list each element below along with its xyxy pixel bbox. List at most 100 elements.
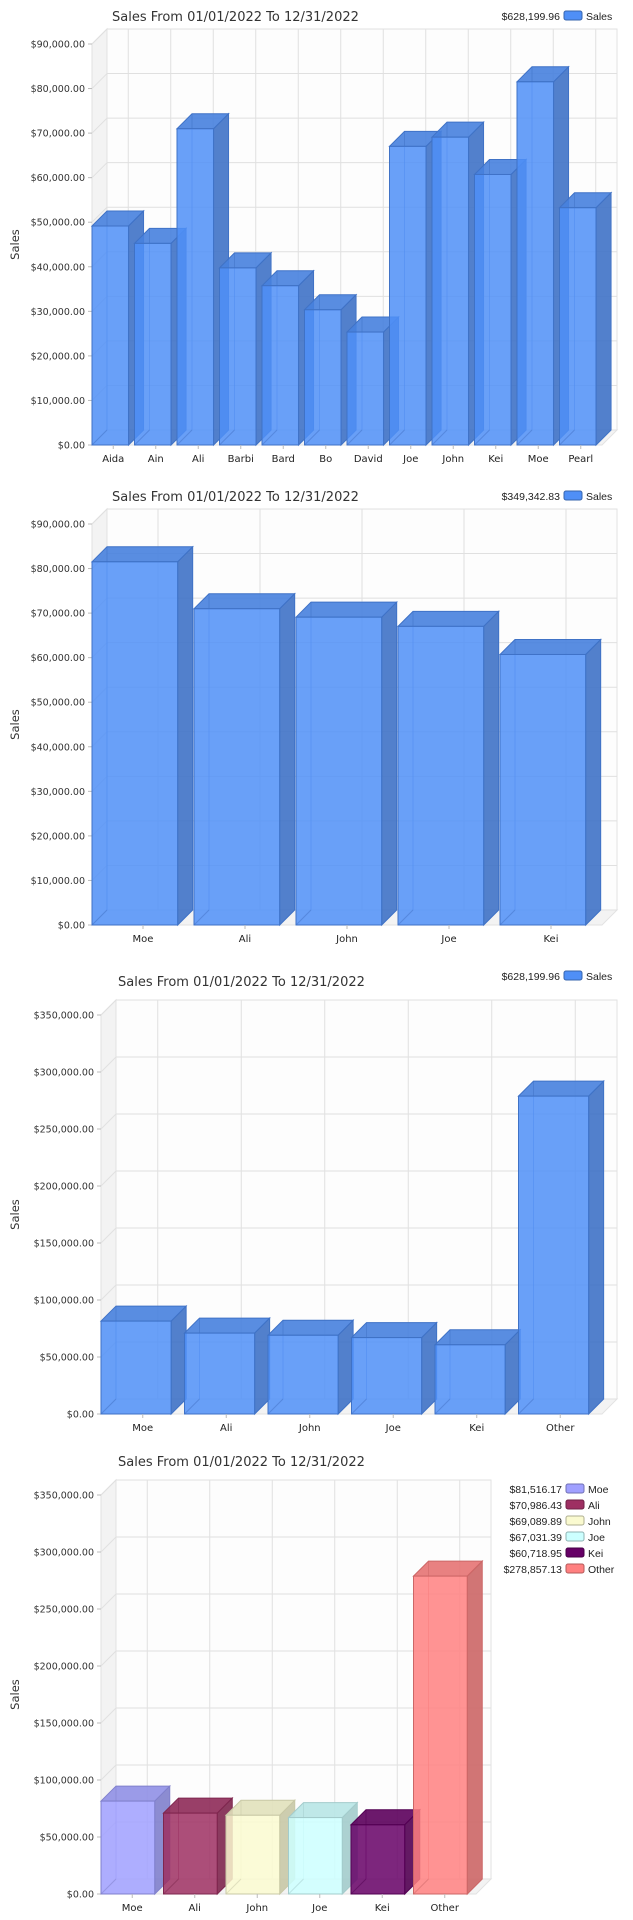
bar-other [412, 1559, 484, 1896]
legend-swatch [565, 1547, 585, 1558]
gridline-diagonal [100, 1170, 117, 1187]
bar-ali [162, 1796, 234, 1896]
y-tick-label: $20,000.00 [31, 831, 85, 842]
x-tick-label: Barbi [228, 454, 254, 465]
gridline-diagonal [91, 117, 108, 134]
y-tick-label: $0.00 [58, 441, 85, 452]
y-tick-label: $30,000.00 [31, 787, 85, 798]
x-tick-label: Bo [319, 454, 332, 465]
gridline-diagonal [100, 1764, 117, 1781]
x-tick-label: Kei [469, 1423, 484, 1434]
y-tick-label: $70,000.00 [31, 129, 85, 140]
y-tick-label: $50,000.00 [31, 218, 85, 229]
legend-item-john: $69,089.89 John [509, 1515, 611, 1528]
y-tick-label: $40,000.00 [31, 262, 85, 273]
bar-floor-edge [413, 1878, 429, 1895]
gridline-diagonal [100, 1227, 117, 1244]
legend-value: $628,199.96 [502, 971, 561, 983]
y-tick-label: $200,000.00 [34, 1182, 94, 1193]
legend-swatch [565, 1531, 585, 1542]
y-axis-label: Sales [8, 1199, 22, 1230]
legend-value: $67,031.39 [509, 1532, 562, 1544]
legend-value: $349,342.83 [502, 491, 561, 503]
gridline-diagonal [100, 1056, 117, 1073]
bar-kei [498, 638, 602, 927]
bar-ali [183, 1316, 271, 1416]
y-tick-label: $150,000.00 [34, 1719, 94, 1730]
bar-top-face [433, 1329, 522, 1346]
x-tick-label: Ali [220, 1423, 232, 1434]
legend-value: $69,089.89 [509, 1516, 562, 1528]
y-tick-label: $50,000.00 [40, 1833, 94, 1844]
x-tick-label: Moe [132, 1423, 153, 1434]
chart-1-svg: $0.00 $10,000.00 $20,000.00 $30,000.00 $40,0… [8, 10, 619, 465]
bar-floor-edge [267, 1398, 284, 1415]
x-tick-label: Ali [189, 1903, 201, 1914]
bar-floor-edge [100, 1878, 117, 1895]
y-tick-label: $0.00 [67, 1890, 94, 1901]
bar-front-face [516, 81, 555, 446]
bar-floor-edge [431, 429, 448, 446]
bar-front-face [499, 653, 587, 926]
bar-floor-edge [516, 429, 533, 446]
bar-floor-edge [304, 429, 320, 446]
bar-floor-edge [91, 429, 108, 446]
chart-3: $0.00 $50,000.00 $100,000.00 $150,000.00 $20… [0, 960, 633, 1440]
bar-front-face [397, 625, 485, 926]
gridline-diagonal [100, 1479, 117, 1496]
legend-name: Joe [588, 1532, 605, 1544]
gridline-diagonal [91, 162, 108, 179]
bar-front-face [431, 136, 470, 446]
x-tick-label: Ain [148, 454, 164, 465]
x-tick-label: Ali [239, 934, 251, 945]
x-tick-label: Joe [402, 454, 418, 465]
x-tick-label: Other [431, 1903, 460, 1914]
bar-side-face [421, 1321, 438, 1416]
bar-front-face [193, 608, 281, 926]
bar-floor-edge [346, 429, 363, 446]
chart-title: Sales From 01/01/2022 To 12/31/2022 [118, 975, 365, 990]
bar-front-face [267, 1334, 339, 1415]
y-tick-label: $0.00 [58, 921, 85, 932]
y-tick-label: $350,000.00 [34, 1491, 94, 1502]
x-tick-label: Other [546, 1423, 575, 1434]
chart-1: $0.00 $10,000.00 $20,000.00 $30,000.00 $40,0… [0, 0, 633, 480]
bar-floor-edge [176, 429, 193, 446]
chart-3-svg: $0.00 $50,000.00 $100,000.00 $150,000.00 $20… [8, 970, 619, 1434]
y-axis-label: Sales [8, 709, 22, 740]
bar-floor-edge [91, 909, 108, 926]
chart-4: $0.00 $50,000.00 $100,000.00 $150,000.00 $20… [0, 1440, 633, 1920]
y-tick-label: $300,000.00 [34, 1068, 94, 1079]
bar-moe [90, 545, 194, 927]
legend-swatch [565, 1563, 585, 1574]
y-tick-label: $350,000.00 [34, 1011, 94, 1022]
bar-front-face [304, 309, 342, 446]
y-tick-label: $90,000.00 [31, 520, 85, 531]
chart-title: Sales From 01/01/2022 To 12/31/2022 [112, 10, 359, 25]
bar-floor-edge [518, 1398, 534, 1415]
y-tick-label: $80,000.00 [31, 564, 85, 575]
legend-swatch [563, 970, 583, 981]
legend-item-ali: $70,986.43 Ali [509, 1499, 600, 1512]
bar-floor-edge [261, 429, 278, 446]
bar-side-face [381, 600, 398, 927]
bar-floor-edge [100, 1398, 117, 1415]
legend-swatch [565, 1499, 585, 1510]
bar-floor-edge [134, 429, 150, 446]
x-tick-label: Moe [528, 454, 549, 465]
bar-front-face [184, 1332, 256, 1415]
bar-floor-edge [184, 1398, 200, 1415]
y-tick-label: $250,000.00 [34, 1125, 94, 1136]
bar-floor-edge [193, 909, 210, 926]
x-tick-label: Bard [272, 454, 295, 465]
legend-swatch [563, 490, 583, 501]
bar-kei [349, 1808, 421, 1896]
bar-side-face [279, 592, 296, 927]
bar-other [517, 1079, 605, 1416]
y-tick-label: $100,000.00 [34, 1296, 94, 1307]
y-tick-label: $200,000.00 [34, 1662, 94, 1673]
legend-value: $81,516.17 [509, 1484, 562, 1496]
x-tick-label: Kei [375, 1903, 390, 1914]
gridline-diagonal [91, 28, 108, 45]
gridline-diagonal [100, 1650, 117, 1667]
